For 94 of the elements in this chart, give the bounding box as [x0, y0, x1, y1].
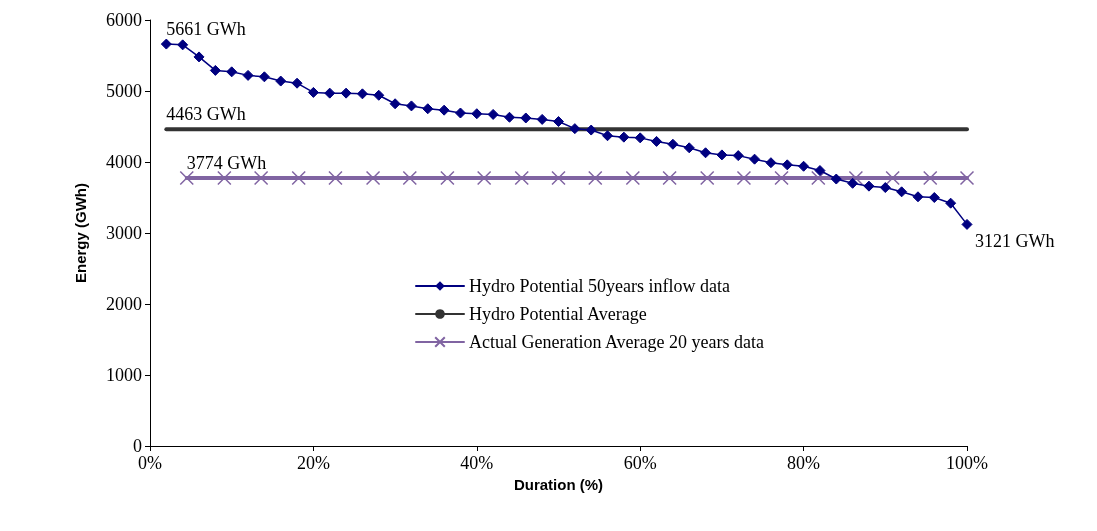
- annotation: 3774 GWh: [186, 153, 267, 174]
- point: [885, 170, 900, 186]
- point: [625, 170, 641, 186]
- x-axis-title: Duration (%): [513, 475, 604, 493]
- point: [487, 108, 499, 120]
- point: [340, 87, 352, 99]
- point: [588, 170, 603, 186]
- point: [217, 170, 232, 186]
- point: [863, 180, 875, 192]
- point: [847, 177, 859, 189]
- point: [177, 39, 189, 51]
- point: [683, 142, 695, 154]
- point: [520, 112, 532, 124]
- point: [291, 77, 303, 89]
- point: [307, 86, 319, 98]
- point: [662, 170, 677, 186]
- point: [553, 116, 564, 128]
- y-tick-label: 2000: [106, 294, 142, 314]
- point: [732, 150, 744, 162]
- point: [736, 170, 752, 186]
- point: [798, 160, 810, 172]
- point: [961, 218, 973, 230]
- point: [402, 170, 418, 186]
- legend-label: Hydro Potential 50years inflow data: [469, 276, 730, 296]
- point: [781, 159, 793, 171]
- point: [602, 130, 614, 142]
- point: [440, 170, 455, 186]
- point: [476, 170, 492, 186]
- point: [651, 135, 663, 147]
- point: [389, 98, 401, 110]
- x-tick-label: 60%: [623, 453, 657, 473]
- point: [699, 170, 715, 186]
- x-tick-label: 20%: [296, 453, 330, 473]
- point: [912, 191, 924, 203]
- point: [160, 38, 172, 50]
- point: [585, 124, 597, 136]
- point: [258, 71, 270, 83]
- point: [365, 170, 381, 186]
- point: [209, 64, 221, 76]
- point: [503, 111, 515, 123]
- point: [356, 88, 368, 100]
- x-tick-label: 80%: [787, 453, 821, 473]
- annotation: 4463 GWh: [166, 104, 246, 125]
- point: [811, 170, 826, 186]
- point: [242, 69, 254, 81]
- point: [765, 157, 777, 169]
- x-tick-label: 40%: [460, 453, 494, 473]
- point: [405, 100, 417, 112]
- point: [253, 170, 269, 186]
- point: [569, 123, 581, 135]
- x-tick-label: 100%: [946, 453, 988, 473]
- point: [536, 113, 548, 125]
- y-tick-label: 3000: [106, 223, 142, 243]
- annotation: 5661 GWh: [166, 19, 246, 40]
- point: [774, 170, 789, 186]
- point: [896, 186, 908, 198]
- point: [814, 165, 826, 177]
- legend-label: Actual Generation Average 20 years data: [469, 332, 765, 352]
- point: [749, 153, 761, 165]
- y-tick-label: 6000: [106, 10, 142, 30]
- point: [373, 89, 385, 101]
- annotation: 3121 GWh: [975, 231, 1055, 252]
- point: [275, 75, 287, 87]
- point: [716, 149, 728, 161]
- point: [634, 132, 646, 144]
- y-tick-label: 5000: [106, 81, 142, 101]
- point: [945, 197, 957, 209]
- point: [193, 51, 205, 63]
- y-tick-label: 1000: [106, 365, 142, 385]
- point: [438, 104, 450, 116]
- point: [959, 170, 975, 186]
- point: [226, 66, 238, 78]
- point: [291, 170, 306, 186]
- y-tick-label: 0: [133, 436, 142, 456]
- point: [324, 87, 336, 99]
- legend-label: Hydro Potential Average: [469, 304, 647, 324]
- point: [848, 170, 864, 186]
- point: [618, 131, 630, 143]
- y-axis-title: Energy (GWh): [72, 183, 89, 283]
- point: [922, 170, 938, 186]
- x-tick-label: 0%: [138, 453, 162, 473]
- point: [514, 170, 529, 186]
- point: [179, 170, 195, 186]
- y-tick-label: 4000: [106, 152, 142, 172]
- point: [551, 170, 566, 186]
- point: [700, 147, 712, 159]
- point: [422, 103, 434, 115]
- point: [471, 108, 483, 120]
- point: [328, 170, 343, 186]
- point: [830, 173, 842, 185]
- point: [667, 138, 679, 150]
- point: [928, 192, 940, 203]
- point: [454, 107, 466, 119]
- point: [879, 182, 891, 194]
